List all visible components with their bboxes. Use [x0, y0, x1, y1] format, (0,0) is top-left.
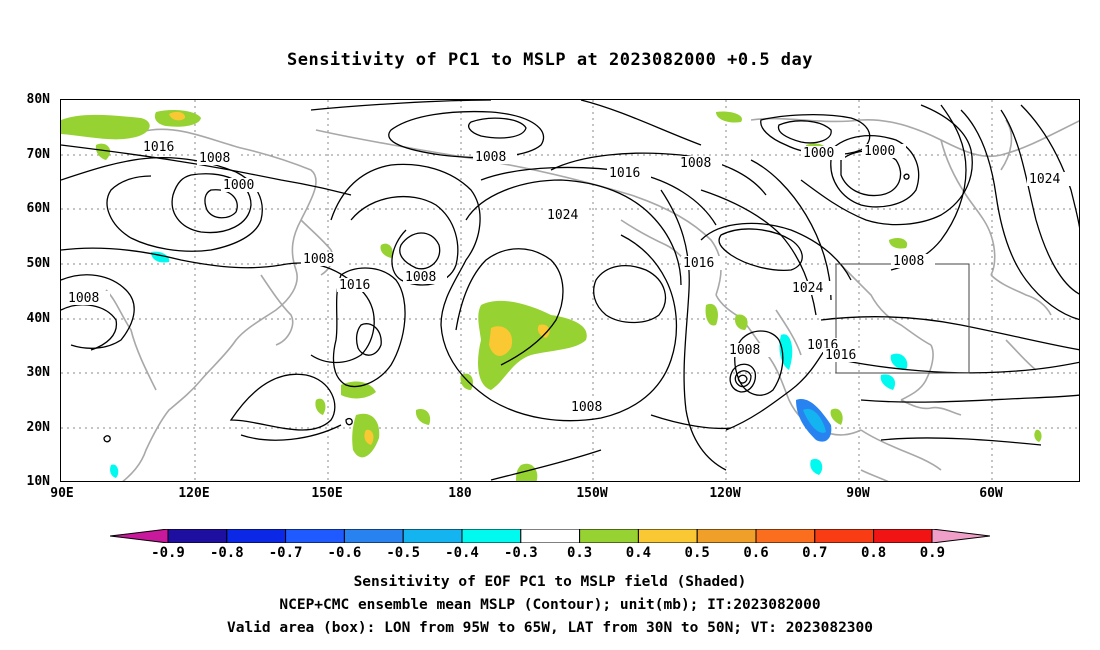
- colorbar-cell: [461, 529, 522, 543]
- lat-label-20n: 20N: [26, 420, 50, 435]
- contour-label: 1016: [683, 256, 714, 271]
- lat-label-70n: 70N: [26, 147, 50, 162]
- contour-label: 1016: [609, 166, 640, 181]
- colorbar-cell: [696, 529, 757, 543]
- lat-label-80n: 80N: [26, 92, 50, 107]
- gridlines: [61, 100, 1079, 481]
- colorbar-cell: [343, 529, 404, 543]
- map-svg: 1016 1008 1000 1008 1008 1016 1008 1024 …: [61, 100, 1079, 481]
- colorbar-tick-label: 0.9: [919, 545, 946, 561]
- colorbar-tick-label: -0.7: [268, 545, 303, 561]
- colorbar-cell: [520, 529, 581, 543]
- colorbar-tick-label: 0.3: [566, 545, 593, 561]
- colorbar-cell: [814, 529, 875, 543]
- contour-label: 1008: [893, 254, 924, 269]
- colorbar-tick-label: -0.3: [503, 545, 538, 561]
- colorbar-tick-label: -0.8: [209, 545, 244, 561]
- lat-label-60n: 60N: [26, 201, 50, 216]
- lon-label-150w: 150W: [576, 486, 608, 501]
- colorbar-tick-label: -0.6: [327, 545, 362, 561]
- colorbar: [110, 529, 990, 543]
- colorbar-tick-label: 0.5: [684, 545, 710, 561]
- colorbar-tick-label: -0.5: [386, 545, 421, 561]
- contour-label: 1024: [1029, 172, 1060, 187]
- lon-label-120e: 120E: [178, 486, 210, 501]
- contour-label: 1008: [199, 151, 230, 166]
- caption-line-3: Valid area (box): LON from 95W to 65W, L…: [226, 620, 873, 636]
- lon-label-90e: 90E: [50, 486, 74, 501]
- colorbar-cell: [402, 529, 463, 543]
- contour-label: 1008: [303, 252, 334, 267]
- lat-label-40n: 40N: [26, 311, 50, 326]
- lat-label-50n: 50N: [26, 256, 50, 271]
- lon-label-90w: 90W: [846, 486, 870, 501]
- contour-label: 1008: [68, 291, 99, 306]
- contour-label: 1008: [405, 270, 436, 285]
- colorbar-tick-label: 0.4: [625, 545, 652, 561]
- chart-title: Sensitivity of PC1 to MSLP at 2023082000…: [286, 50, 813, 70]
- colorbar-high-arrow: [931, 529, 990, 543]
- contour-label: 1008: [475, 150, 506, 165]
- colorbar-cell: [579, 529, 639, 543]
- lat-label-10n: 10N: [26, 474, 50, 489]
- contour-label: 1024: [547, 208, 578, 223]
- colorbar-tick-label: 0.7: [802, 545, 828, 561]
- contour-label-group: 1016 1008 1000 1008 1008 1016 1008 1024 …: [66, 140, 1071, 415]
- contour-label: 1016: [825, 348, 856, 363]
- map-panel: 1016 1008 1000 1008 1008 1016 1008 1024 …: [60, 99, 1080, 482]
- contour-label: 1016: [143, 140, 174, 155]
- colorbar-tick-label: 0.8: [860, 545, 887, 561]
- contour-label: 1000: [223, 178, 254, 193]
- contour-label: 1000: [803, 146, 834, 161]
- colorbar-cell: [226, 529, 287, 543]
- colorbar-cell: [873, 529, 933, 543]
- mslp-contours: [61, 100, 1079, 481]
- caption-line-2: NCEP+CMC ensemble mean MSLP (Contour); u…: [279, 597, 821, 613]
- caption-line-1: Sensitivity of EOF PC1 to MSLP field (Sh…: [353, 574, 747, 590]
- colorbar-cell: [637, 529, 698, 543]
- colorbar-cell: [285, 529, 345, 543]
- colorbar-cell: [755, 529, 816, 543]
- contour-label: 1008: [729, 343, 760, 358]
- colorbar-tick-label: -0.4: [445, 545, 479, 561]
- lat-label-30n: 30N: [26, 365, 50, 380]
- colorbar-low-arrow: [110, 529, 169, 543]
- colorbar-tick-label: 0.6: [743, 545, 769, 561]
- contour-label: 1008: [571, 400, 602, 415]
- lon-label-150e: 150E: [311, 486, 343, 501]
- lon-label-60w: 60W: [979, 486, 1003, 501]
- contour-label: 1024: [792, 281, 823, 296]
- colorbar-tick-label: -0.9: [151, 545, 185, 561]
- colorbar-cell: [167, 529, 228, 543]
- lon-label-180: 180: [448, 486, 472, 501]
- contour-label: 1016: [339, 278, 370, 293]
- colorbar-cells: [167, 529, 933, 543]
- lon-label-120w: 120W: [709, 486, 741, 501]
- contour-label: 1000: [864, 144, 895, 159]
- coastlines: [61, 117, 1079, 481]
- contour-label: 1008: [680, 156, 711, 171]
